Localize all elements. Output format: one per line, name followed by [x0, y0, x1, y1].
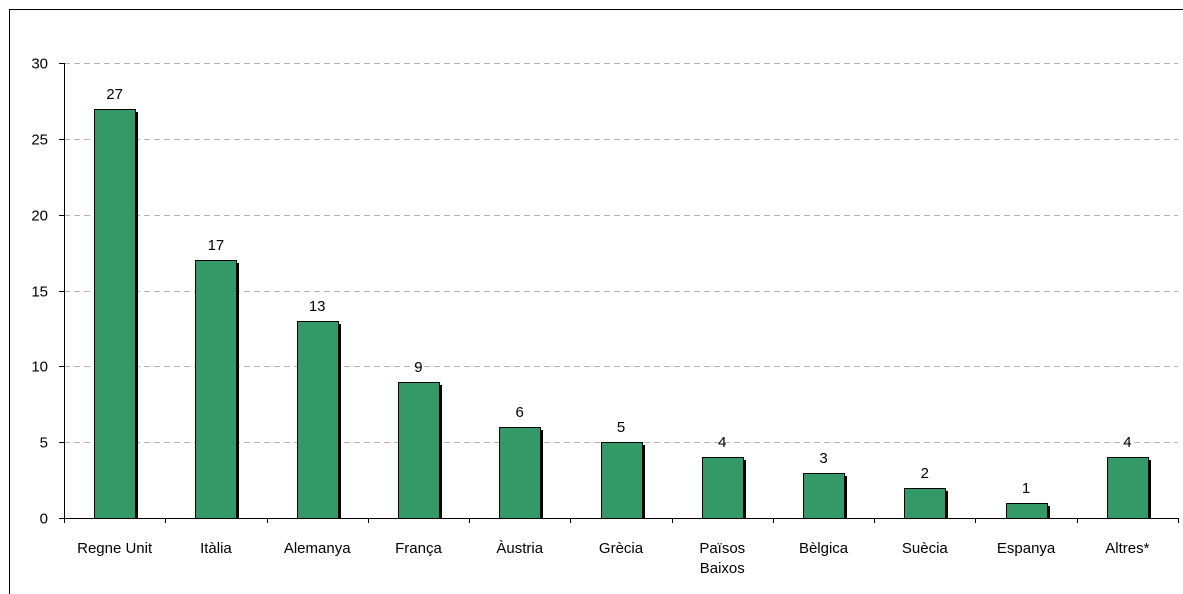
x-tick-label: Regne Unit: [77, 540, 153, 557]
x-tick-label: Alemanya: [284, 540, 351, 557]
x-tick-label: Espanya: [997, 540, 1056, 557]
data-label: 27: [106, 86, 123, 103]
bar: [297, 321, 339, 519]
axes: [59, 63, 1179, 523]
y-tick-label: 15: [31, 284, 48, 301]
data-label: 4: [718, 434, 726, 451]
data-label: 2: [921, 465, 929, 482]
x-tick-label: Itàlia: [200, 540, 232, 557]
gridlines: [64, 63, 1178, 443]
bar: [904, 488, 946, 519]
data-label: 13: [309, 298, 326, 315]
x-tick-label: Grècia: [599, 540, 644, 557]
bar: [195, 260, 237, 519]
data-label: 5: [617, 419, 625, 436]
x-tick-label: Països: [699, 540, 745, 557]
bar: [702, 457, 744, 519]
bars: [94, 109, 1151, 519]
x-tick-label: Altres*: [1105, 540, 1149, 557]
y-tick-label: 5: [40, 435, 48, 452]
bar: [1006, 503, 1048, 519]
x-tick-label: Baixos: [700, 560, 745, 577]
data-label: 6: [516, 404, 524, 421]
x-tick-label: França: [395, 540, 442, 557]
x-tick-label: Àustria: [496, 540, 543, 557]
bar: [601, 442, 643, 519]
y-tick-label: 10: [31, 359, 48, 376]
data-label: 1: [1022, 480, 1030, 497]
y-tick-label: 30: [31, 56, 48, 73]
y-tick-label: 20: [31, 208, 48, 225]
bar: [398, 382, 440, 519]
bar: [499, 427, 541, 519]
data-label: 3: [819, 450, 827, 467]
x-tick-label: Suècia: [902, 540, 949, 557]
x-tick-label: Bèlgica: [799, 540, 849, 557]
bar: [94, 109, 136, 519]
y-tick-label: 0: [40, 511, 48, 528]
bar: [803, 473, 845, 519]
data-label: 4: [1123, 434, 1131, 451]
y-tick-label: 25: [31, 132, 48, 149]
data-label: 17: [208, 237, 225, 254]
data-label: 9: [414, 359, 422, 376]
bar: [1107, 457, 1149, 519]
chart-frame: [9, 9, 1183, 594]
